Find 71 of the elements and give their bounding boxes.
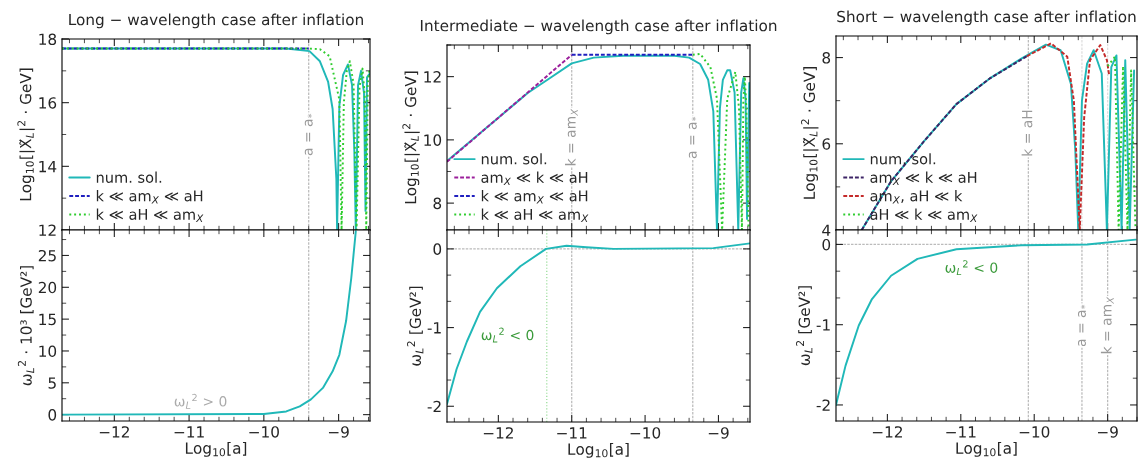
y-axis-title: ω$_{L}$$^{2}$ [GeV²] bbox=[407, 286, 424, 366]
y-tick-label: 10 bbox=[39, 345, 57, 357]
y-tick-label: 10 bbox=[424, 134, 442, 146]
legend-label: k ≪ am$_{X}$ ≪ aH bbox=[96, 190, 203, 204]
chart-title: Intermediate − wavelength case after inflation bbox=[420, 19, 777, 35]
chart-title: Short − wavelength case after inflation bbox=[837, 10, 1136, 26]
x-axis-title: Log$_{10}$[a] bbox=[568, 443, 629, 458]
x-tick-label: −9 bbox=[328, 426, 349, 438]
y-tick-label: 15 bbox=[39, 313, 56, 326]
y-axis-title: Log$_{10}$[|X̃$_{L}$|$^{2}$ · GeV] bbox=[402, 71, 420, 204]
y-tick-label: 25 bbox=[38, 249, 56, 262]
y-tick-label: 4 bbox=[822, 224, 831, 236]
legend-label: num. sol. bbox=[870, 153, 936, 165]
line-series bbox=[62, 230, 357, 416]
y-tick-label: 0 bbox=[822, 238, 831, 251]
x-tick-label: −11 bbox=[557, 427, 587, 439]
x-tick-label: −9 bbox=[708, 427, 729, 439]
annotation: ω$_{L}$$^{2}$ < 0 bbox=[945, 260, 998, 275]
legend-label: am$_{X}$ ≪ k ≪ aH bbox=[870, 171, 977, 186]
y-tick-label: -2 bbox=[427, 400, 441, 413]
y-tick-label: -1 bbox=[427, 322, 441, 334]
x-tick-label: −12 bbox=[872, 426, 902, 438]
line-series bbox=[1106, 55, 1137, 230]
y-tick-label: 0 bbox=[433, 243, 442, 255]
legend-label: k ≪ aH ≪ am$_{X}$ bbox=[481, 208, 589, 223]
y-tick-label: 12 bbox=[424, 71, 441, 83]
y-tick-label: -1 bbox=[816, 319, 830, 331]
x-tick-label: −10 bbox=[1019, 426, 1050, 438]
x-tick-label: −12 bbox=[483, 427, 513, 439]
y-tick-label: 0 bbox=[48, 409, 57, 421]
legend-label: k ≪ am$_{X}$ ≪ aH bbox=[481, 190, 588, 204]
x-axis-title: Log$_{10}$[a] bbox=[185, 442, 247, 457]
x-tick-label: −11 bbox=[174, 426, 204, 438]
y-tick-label: 8 bbox=[433, 197, 442, 210]
y-tick-label: 16 bbox=[39, 97, 57, 109]
legend-label: aH ≪ k ≪ am$_{X}$ bbox=[870, 208, 978, 223]
y-axis-title: Log$_{10}$[|X̃$_{L}$|$^{2}$ · GeV] bbox=[801, 67, 819, 199]
legend-label: num. sol. bbox=[96, 171, 162, 183]
ref-line-label: a = a$_{*}$ bbox=[1077, 304, 1086, 347]
y-axis-title: ω$_{L}$$^{2}$ [GeV²] bbox=[796, 286, 813, 366]
line-series bbox=[836, 238, 1137, 406]
x-tick-label: −11 bbox=[946, 426, 976, 438]
y-tick-label: 14 bbox=[39, 161, 57, 173]
x-tick-label: −10 bbox=[249, 426, 279, 438]
ref-line-label: k = aH bbox=[1021, 110, 1033, 156]
ref-line-label: a = a$_{*}$ bbox=[304, 113, 313, 156]
line-series bbox=[691, 52, 750, 230]
y-tick-label: 18 bbox=[39, 33, 57, 46]
x-tick-label: −10 bbox=[630, 427, 661, 439]
ref-line-label: k = am$_{X}$ bbox=[1100, 296, 1114, 354]
y-tick-label: 5 bbox=[48, 377, 56, 389]
ref-line-label: a = a$_{*}$ bbox=[688, 116, 697, 159]
legend-label: am$_{X}$ ≪ k ≪ aH bbox=[481, 171, 588, 186]
y-axis-title: Log$_{10}$[|X̃$_{L}$|$^{2}$ · GeV] bbox=[17, 68, 35, 201]
line-series bbox=[447, 242, 750, 405]
chart-title: Long − wavelength case after inflation bbox=[69, 13, 363, 29]
legend-label: k ≪ aH ≪ am$_{X}$ bbox=[96, 208, 204, 223]
y-tick-label: 20 bbox=[38, 281, 57, 294]
y-tick-label: 12 bbox=[39, 224, 56, 236]
ref-line-label: k = am$_{X}$ bbox=[565, 108, 578, 166]
annotation: ω$_{L}$$^{2}$ < 0 bbox=[481, 327, 534, 343]
line-series bbox=[860, 43, 1136, 230]
x-tick-label: −9 bbox=[1097, 426, 1118, 438]
y-tick-label: -2 bbox=[816, 399, 830, 411]
y-axis-title: ω$_{L}$$^{2}$ · 10³ [GeV²] bbox=[17, 266, 35, 386]
y-tick-label: 6 bbox=[822, 138, 831, 150]
legend-label: num. sol. bbox=[481, 153, 547, 165]
y-tick-label: 8 bbox=[822, 52, 831, 64]
annotation: ω$_{L}$$^{2}$ > 0 bbox=[174, 393, 227, 409]
x-axis-title: Log$_{10}$[a] bbox=[956, 442, 1017, 457]
x-tick-label: −12 bbox=[99, 426, 129, 438]
